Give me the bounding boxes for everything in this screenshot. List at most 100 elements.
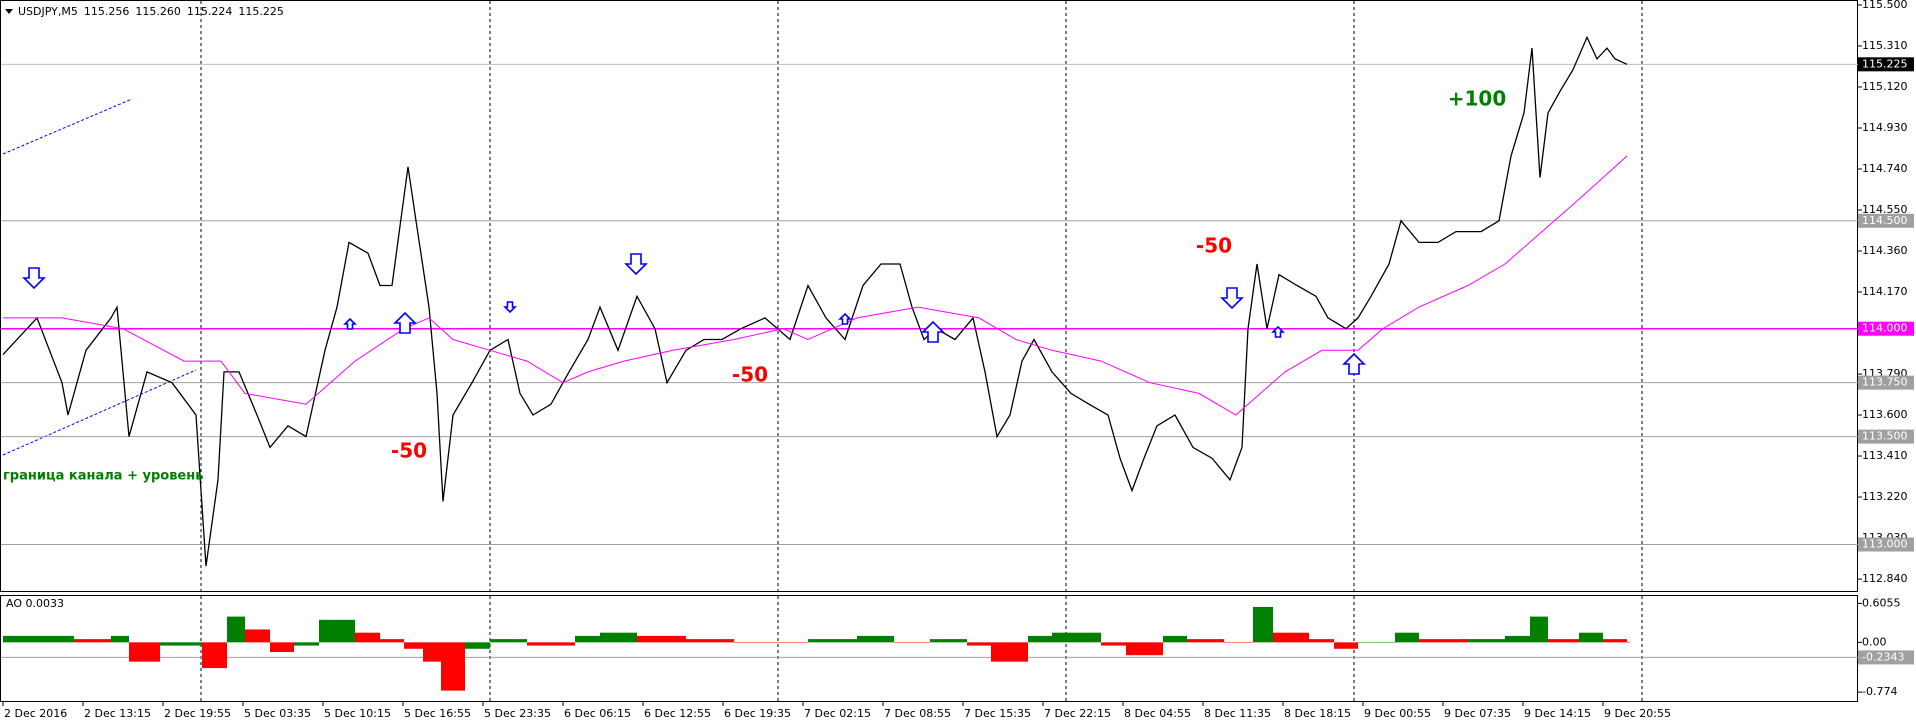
x-tick-label: 9 Dec 20:55 bbox=[1604, 707, 1671, 720]
y-tick-label: 114.740 bbox=[1862, 162, 1908, 175]
ao-bar bbox=[1334, 642, 1358, 649]
ao-bar bbox=[3, 635, 37, 643]
signal-arrow bbox=[624, 253, 648, 276]
signal-arrow bbox=[503, 301, 517, 314]
level-label-box bbox=[1858, 321, 1914, 336]
y-tick-label: 114.170 bbox=[1862, 285, 1908, 298]
current-price-box bbox=[1858, 57, 1914, 72]
ao-level-box bbox=[1858, 650, 1914, 665]
ao-bar bbox=[991, 642, 1028, 662]
ohlc-value: 115.225 bbox=[238, 5, 284, 18]
ao-bar bbox=[1052, 632, 1101, 643]
ao-bar bbox=[355, 632, 380, 643]
ao-bar bbox=[1273, 632, 1309, 643]
ao-bar bbox=[160, 642, 202, 646]
signal-arrow bbox=[921, 320, 945, 343]
signal-arrow bbox=[1342, 352, 1366, 375]
ao-bar bbox=[1187, 639, 1224, 643]
x-tick-label: 7 Dec 22:15 bbox=[1044, 707, 1111, 720]
x-tick-label: 6 Dec 19:35 bbox=[724, 707, 791, 720]
x-tick-label: 8 Dec 11:35 bbox=[1204, 707, 1271, 720]
ao-bar bbox=[1627, 642, 1630, 643]
ao-bar bbox=[245, 629, 270, 643]
moving-average bbox=[3, 155, 1628, 416]
ao-bar bbox=[319, 619, 355, 643]
symbol-header: USDJPY,M5 115.256 115.260 115.224 115.225 bbox=[18, 5, 284, 18]
ao-bar bbox=[1253, 606, 1273, 643]
y-tick-label: 113.600 bbox=[1862, 408, 1908, 421]
ao-bar bbox=[894, 642, 930, 643]
ao-bar bbox=[37, 635, 74, 643]
symbol: USDJPY,M5 bbox=[18, 5, 78, 18]
ao-bar bbox=[857, 635, 894, 643]
ao-bar bbox=[1505, 635, 1530, 643]
x-tick-label: 9 Dec 14:15 bbox=[1524, 707, 1591, 720]
ao-bar bbox=[930, 639, 967, 643]
y-tick-label: 113.410 bbox=[1862, 449, 1908, 462]
x-tick-label: 2 Dec 19:55 bbox=[164, 707, 231, 720]
x-tick-label: 8 Dec 04:55 bbox=[1124, 707, 1191, 720]
ao-bar bbox=[294, 642, 319, 646]
y-tick-label: 115.500 bbox=[1862, 0, 1908, 11]
signal-arrow bbox=[22, 267, 46, 290]
channel-line bbox=[2, 98, 133, 155]
signal-arrow bbox=[343, 317, 357, 330]
level-label: 113.500 bbox=[1862, 430, 1908, 443]
x-tick-label: 2 Dec 2016 bbox=[4, 707, 67, 720]
signal-arrow bbox=[393, 311, 417, 334]
ao-bar bbox=[1358, 642, 1395, 643]
ohlc-value: 115.224 bbox=[187, 5, 233, 18]
x-tick-label: 6 Dec 06:15 bbox=[564, 707, 631, 720]
level-label-box bbox=[1858, 429, 1914, 444]
y-tick-label: 0.6055 bbox=[1862, 596, 1901, 609]
level-label-box bbox=[1858, 213, 1914, 228]
annotation: -50 bbox=[1196, 234, 1232, 258]
ao-bar bbox=[1126, 642, 1163, 656]
x-tick-label: 5 Dec 16:55 bbox=[404, 707, 471, 720]
price-line bbox=[2, 35, 1628, 567]
annotation: -50 bbox=[732, 363, 768, 387]
level-label: 113.750 bbox=[1862, 376, 1908, 389]
x-tick-label: 5 Dec 23:35 bbox=[484, 707, 551, 720]
x-tick-label: 5 Dec 10:15 bbox=[324, 707, 391, 720]
x-tick-label: 2 Dec 13:15 bbox=[84, 707, 151, 720]
y-tick-label: 115.310 bbox=[1862, 39, 1908, 52]
ao-bar bbox=[967, 642, 991, 646]
ao-panel bbox=[0, 595, 1858, 702]
level-label: 114.000 bbox=[1862, 322, 1908, 335]
ao-bar bbox=[1530, 616, 1548, 643]
level-label: 113.000 bbox=[1862, 538, 1908, 551]
ao-bar bbox=[1101, 642, 1126, 646]
ao-bar bbox=[1163, 635, 1187, 643]
x-tick-label: 8 Dec 18:15 bbox=[1284, 707, 1351, 720]
ao-bar bbox=[734, 642, 808, 643]
signal-arrow bbox=[1220, 287, 1244, 310]
ao-bar bbox=[808, 639, 857, 643]
y-tick-label: 114.930 bbox=[1862, 121, 1908, 134]
y-tick-label: 112.840 bbox=[1862, 572, 1908, 585]
main-panel bbox=[0, 0, 1858, 592]
current-price-label: 115.225 bbox=[1862, 57, 1908, 70]
ao-bar bbox=[111, 635, 129, 643]
ao-bar bbox=[74, 639, 111, 643]
ao-bar bbox=[686, 639, 734, 643]
y-tick-label: -0.774 bbox=[1862, 685, 1897, 698]
ao-bar bbox=[1309, 639, 1334, 643]
y-tick-label: 114.550 bbox=[1862, 203, 1908, 216]
y-tick-label: 0.00 bbox=[1862, 635, 1887, 648]
ao-bar bbox=[1224, 642, 1253, 643]
x-tick-label: 6 Dec 12:55 bbox=[644, 707, 711, 720]
signal-arrow bbox=[838, 312, 852, 325]
ao-bar bbox=[527, 642, 575, 646]
x-tick-label: 7 Dec 02:15 bbox=[804, 707, 871, 720]
ao-bar bbox=[575, 635, 600, 643]
ao-bar bbox=[1395, 632, 1419, 643]
ao-bar bbox=[404, 642, 423, 649]
annotation: +100 bbox=[1448, 87, 1507, 111]
ao-bar bbox=[1468, 639, 1505, 643]
ao-title: AO 0.0033 bbox=[6, 597, 64, 610]
ao-bar bbox=[600, 632, 637, 643]
x-tick-label: 9 Dec 07:35 bbox=[1444, 707, 1511, 720]
